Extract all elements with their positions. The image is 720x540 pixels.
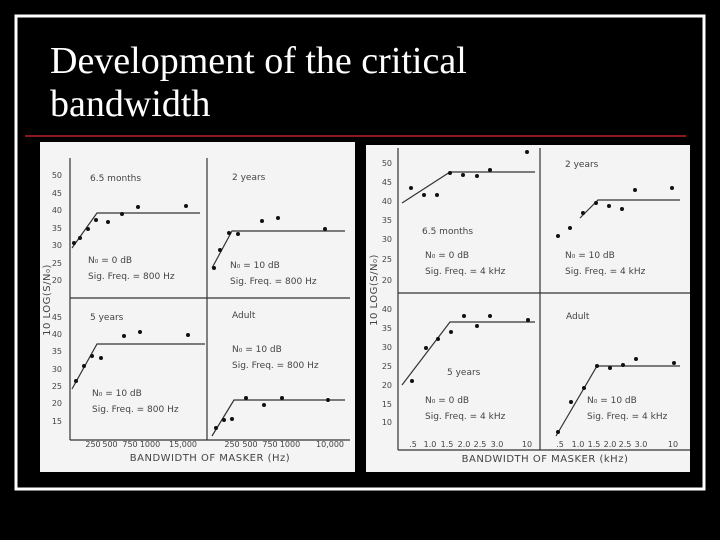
y-tick-label: 15 xyxy=(52,417,62,426)
x-tick-label: .5 xyxy=(409,440,417,449)
x-tick-label: 1.5 xyxy=(588,440,601,449)
y-tick-label: 45 xyxy=(52,313,62,322)
x-tick-label: 2.5 xyxy=(474,440,487,449)
noise-level: N₀ = 10 dB xyxy=(230,261,280,271)
y-tick-label: 35 xyxy=(52,224,62,233)
panel-label: 5 years xyxy=(90,313,124,323)
y-tick-label: 40 xyxy=(52,206,62,215)
x-tick-label: 500 xyxy=(242,440,257,449)
y-tick-label: 20 xyxy=(52,399,62,408)
slide-title-line: Development of the critical xyxy=(50,40,467,82)
panel-label: 5 years xyxy=(447,368,481,378)
y-tick-label: 35 xyxy=(382,324,392,333)
y-tick-label: 20 xyxy=(52,276,62,285)
panel-label: 2 years xyxy=(232,173,266,183)
x-tick-label: 1.0 xyxy=(424,440,437,449)
y-tick-label: 40 xyxy=(382,305,392,314)
x-tick-label: 250 xyxy=(85,440,100,449)
y-axis-label: 10 LOG(S/N₀) xyxy=(42,264,53,336)
x-tick-label: 2.5 xyxy=(619,440,632,449)
noise-level: N₀ = 0 dB xyxy=(88,256,132,266)
x-tick-label: 750 xyxy=(122,440,137,449)
x-tick-label: 1000 xyxy=(140,440,160,449)
noise-level: N₀ = 10 dB xyxy=(587,396,637,406)
y-tick-label: 25 xyxy=(52,382,62,391)
y-tick-label: 30 xyxy=(382,343,392,352)
y-tick-label: 30 xyxy=(382,235,392,244)
x-tick-label: 2.0 xyxy=(458,440,471,449)
noise-level: N₀ = 10 dB xyxy=(92,389,142,399)
signal-frequency: Sig. Freq. = 800 Hz xyxy=(230,277,317,287)
y-tick-label: 40 xyxy=(52,330,62,339)
y-tick-label: 45 xyxy=(52,189,62,198)
figure-background xyxy=(366,145,690,472)
x-tick-label: 250 xyxy=(224,440,239,449)
signal-frequency: Sig. Freq. = 4 kHz xyxy=(565,267,646,277)
x-tick-label: 15,000 xyxy=(169,440,197,449)
slide-title-line: bandwidth xyxy=(50,83,210,125)
noise-level: N₀ = 10 dB xyxy=(565,251,615,261)
y-tick-label: 45 xyxy=(382,178,392,187)
y-axis-label: 10 LOG(S/N₀) xyxy=(369,254,380,326)
figure-left: 10 LOG(S/N₀) BANDWIDTH OF MASKER (Hz) 50 45… xyxy=(40,142,355,472)
signal-frequency: Sig. Freq. = 800 Hz xyxy=(232,361,319,371)
x-tick-label: 750 xyxy=(262,440,277,449)
panel-label: 6.5 months xyxy=(90,174,141,184)
y-tick-label: 25 xyxy=(52,259,62,268)
data-dots xyxy=(72,204,330,430)
panel-label: Adult xyxy=(566,312,590,322)
y-tick-label: 20 xyxy=(382,276,392,285)
noise-level: N₀ = 0 dB xyxy=(425,251,469,261)
y-tick-label: 25 xyxy=(382,362,392,371)
x-tick-label: 1.5 xyxy=(441,440,454,449)
y-tick-label: 30 xyxy=(52,365,62,374)
x-axis-label: BANDWIDTH OF MASKER (kHz) xyxy=(462,454,629,465)
panel-label: 6.5 months xyxy=(422,227,473,237)
signal-frequency: Sig. Freq. = 4 kHz xyxy=(425,412,506,422)
noise-level: N₀ = 0 dB xyxy=(425,396,469,406)
panel-label: Adult xyxy=(232,311,256,321)
y-tick-label: 15 xyxy=(382,400,392,409)
x-tick-label: 1000 xyxy=(280,440,300,449)
noise-level: N₀ = 10 dB xyxy=(232,345,282,355)
y-tick-label: 40 xyxy=(382,197,392,206)
x-tick-label: 10 xyxy=(668,440,678,449)
x-tick-label: 2.0 xyxy=(604,440,617,449)
signal-frequency: Sig. Freq. = 4 kHz xyxy=(425,267,506,277)
x-tick-label: 3.0 xyxy=(491,440,504,449)
x-tick-label: 10,000 xyxy=(316,440,344,449)
data-dots xyxy=(409,150,676,434)
y-tick-label: 10 xyxy=(382,418,392,427)
x-tick-label: 500 xyxy=(102,440,117,449)
x-tick-label: 1.0 xyxy=(572,440,585,449)
y-tick-label: 50 xyxy=(52,171,62,180)
signal-frequency: Sig. Freq. = 800 Hz xyxy=(92,405,179,415)
signal-frequency: Sig. Freq. = 4 kHz xyxy=(587,412,668,422)
y-tick-label: 50 xyxy=(382,159,392,168)
y-tick-label: 35 xyxy=(52,347,62,356)
signal-frequency: Sig. Freq. = 800 Hz xyxy=(88,272,175,282)
x-tick-label: 3.0 xyxy=(635,440,648,449)
x-axis-label: BANDWIDTH OF MASKER (Hz) xyxy=(130,453,290,464)
y-tick-label: 30 xyxy=(52,241,62,250)
figure-background xyxy=(40,142,355,472)
figure-right: 10 LOG(S/N₀) BANDWIDTH OF MASKER (kHz) 50 4… xyxy=(366,145,690,472)
x-tick-label: 10 xyxy=(522,440,532,449)
y-tick-label: 20 xyxy=(382,381,392,390)
x-tick-label: .5 xyxy=(556,440,564,449)
panel-label: 2 years xyxy=(565,160,599,170)
y-tick-label: 25 xyxy=(382,255,392,264)
y-tick-label: 35 xyxy=(382,216,392,225)
